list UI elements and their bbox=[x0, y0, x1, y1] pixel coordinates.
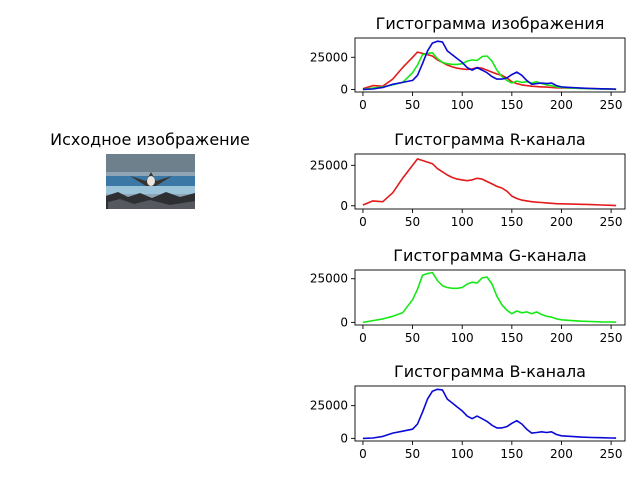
histogram-r-series-r bbox=[362, 158, 617, 207]
histogram-g-xtick-label: 100 bbox=[451, 331, 474, 345]
histogram-r-panel: Гистограмма R-канала 0 50 100 150 200 250 0 2500… bbox=[310, 130, 626, 229]
histogram-r-xtick-label: 250 bbox=[600, 215, 623, 229]
histogram-g-ytick-label: 0 bbox=[340, 315, 348, 329]
histogram-g-frame bbox=[354, 269, 626, 326]
histogram-g-xtick-label: 50 bbox=[405, 331, 420, 345]
histogram-b-xtick-label: 100 bbox=[451, 447, 474, 461]
histogram-g-xtick-label: 0 bbox=[359, 331, 367, 345]
histogram-r-title: Гистограмма R-канала bbox=[394, 130, 585, 149]
histogram-b-xtick-label: 150 bbox=[500, 447, 523, 461]
histogram-all-series-g bbox=[362, 51, 617, 91]
histogram-r-xtick-label: 50 bbox=[405, 215, 420, 229]
histogram-all-xtick-label: 50 bbox=[405, 98, 420, 112]
histogram-b-ytick-label: 25000 bbox=[310, 399, 348, 413]
histogram-g-series-g bbox=[362, 271, 617, 324]
histogram-all-ytick-label: 0 bbox=[340, 82, 348, 96]
histogram-b-series-b bbox=[362, 388, 617, 440]
histogram-all-xtick-label: 200 bbox=[550, 98, 573, 112]
source-image-title: Исходное изображение bbox=[50, 130, 250, 149]
histogram-r-ytick-label: 25000 bbox=[310, 158, 348, 172]
histogram-b-ytick-label: 0 bbox=[340, 431, 348, 445]
histogram-all-series-b bbox=[362, 40, 617, 91]
histogram-b-xtick-label: 200 bbox=[550, 447, 573, 461]
histogram-all-frame bbox=[354, 37, 626, 93]
histogram-r-xtick-label: 200 bbox=[550, 215, 573, 229]
histogram-b-panel: Гистограмма B-канала 0 50 100 150 200 250 0 2500… bbox=[310, 362, 626, 461]
histogram-all-xtick-label: 0 bbox=[359, 98, 367, 112]
histogram-b-title: Гистограмма B-канала bbox=[394, 362, 586, 381]
histogram-b-xtick-label: 250 bbox=[600, 447, 623, 461]
histogram-r-xtick-label: 100 bbox=[451, 215, 474, 229]
histogram-g-xtick-label: 250 bbox=[600, 331, 623, 345]
histogram-g-ytick-label: 25000 bbox=[310, 272, 348, 286]
histogram-r-frame bbox=[354, 153, 626, 210]
histogram-all-title: Гистограмма изображения bbox=[376, 14, 605, 33]
histogram-g-panel: Гистограмма G-канала 0 50 100 150 200 250 0 2500… bbox=[310, 246, 626, 345]
histogram-r-xtick-label: 150 bbox=[500, 215, 523, 229]
bird-over-water-photo bbox=[106, 154, 195, 209]
histogram-b-frame bbox=[354, 385, 626, 442]
histogram-all-series-r bbox=[362, 51, 617, 91]
histogram-g-xtick-label: 200 bbox=[550, 331, 573, 345]
histogram-b-xtick-label: 50 bbox=[405, 447, 420, 461]
histogram-all-xtick-label: 100 bbox=[451, 98, 474, 112]
histogram-all-xtick-label: 150 bbox=[500, 98, 523, 112]
histogram-b-xtick-label: 0 bbox=[359, 447, 367, 461]
histogram-r-xtick-label: 0 bbox=[359, 215, 367, 229]
histogram-all-ytick-label: 25000 bbox=[310, 50, 348, 64]
histogram-g-title: Гистограмма G-канала bbox=[393, 246, 586, 265]
histogram-all-panel: Гистограмма изображения 0 50 100 150 200 250 0 2… bbox=[310, 14, 626, 112]
histogram-g-xtick-label: 150 bbox=[500, 331, 523, 345]
histogram-all-xtick-label: 250 bbox=[600, 98, 623, 112]
histogram-r-ytick-label: 0 bbox=[340, 199, 348, 213]
